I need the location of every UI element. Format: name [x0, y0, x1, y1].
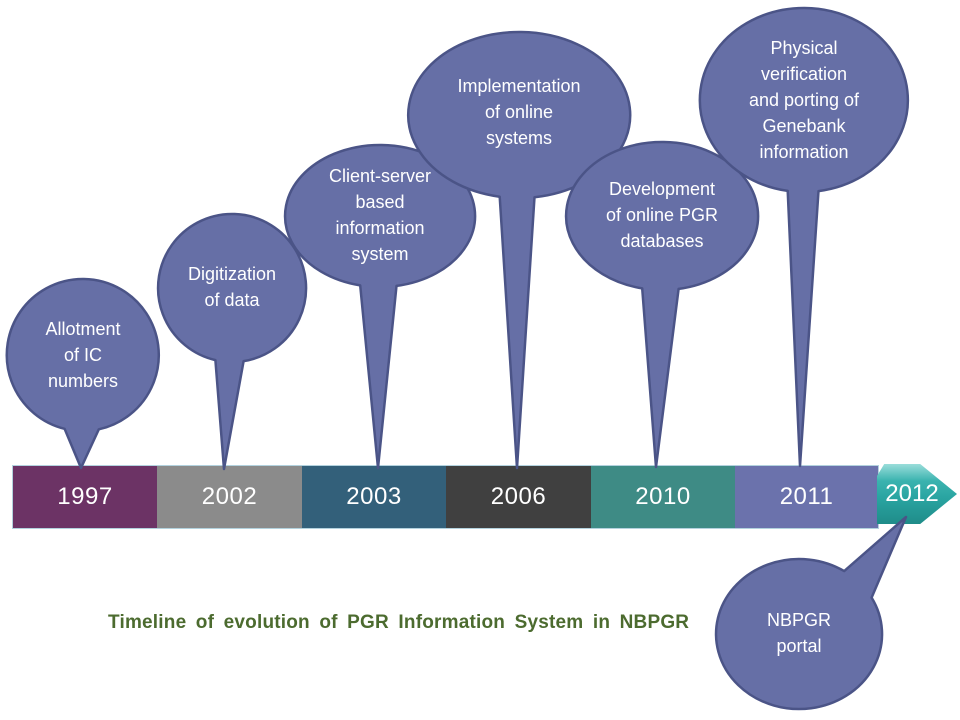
- year-label: 2010: [635, 483, 691, 510]
- balloon-label-2011: Physical verification and porting of Gen…: [748, 38, 860, 162]
- year-label: 2006: [490, 483, 547, 510]
- balloon-shape-2012: [714, 515, 908, 711]
- balloon-shape-2002: [156, 212, 308, 471]
- timeline-segment-2002: 2002: [157, 466, 302, 528]
- balloon-label-2003: Client-server based information system: [328, 166, 432, 264]
- balloon-shape-1997: [5, 277, 161, 470]
- caption: Timeline of evolution of PGR Information…: [108, 612, 690, 633]
- timeline-bar: 1997 2002 2003 2006 2010 2011: [12, 465, 879, 529]
- year-label: 2012: [885, 480, 939, 507]
- balloon-label-2006: Implementation of online systems: [457, 76, 581, 148]
- balloon-label-2012: NBPGR portal: [766, 610, 832, 656]
- timeline-segment-2003: 2003: [302, 466, 446, 528]
- timeline-segment-2010: 2010: [591, 466, 735, 528]
- timeline-segment-2006: 2006: [446, 466, 591, 528]
- balloon-label-2002: Digitization of data: [187, 264, 277, 310]
- year-label: 2003: [346, 483, 402, 510]
- balloon-label-1997: Allotment of IC numbers: [45, 319, 121, 391]
- balloon-shape-2003: [283, 143, 477, 470]
- year-label: 2011: [779, 483, 834, 510]
- timeline-segment-2011: 2011: [735, 466, 878, 528]
- timeline-segment-1997: 1997: [13, 466, 157, 528]
- balloon-shape-2010: [564, 140, 760, 469]
- balloon-label-2010: Development of online PGR databases: [605, 179, 719, 251]
- year-label: 2002: [201, 483, 258, 510]
- year-label: 1997: [57, 483, 113, 510]
- balloon-shape-2011: [698, 6, 910, 468]
